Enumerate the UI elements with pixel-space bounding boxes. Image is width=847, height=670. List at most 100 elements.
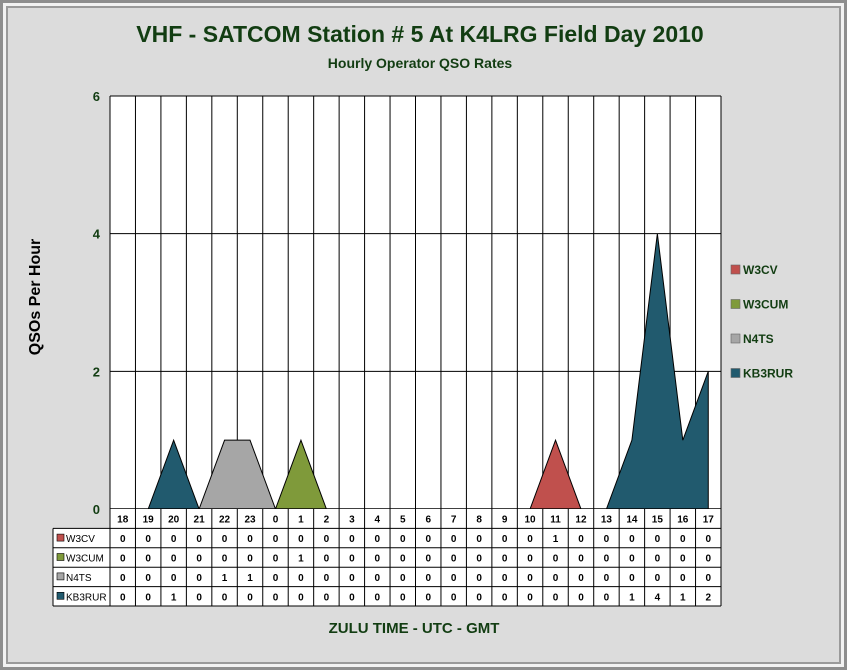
table-cell-value: 0 [222,592,228,603]
x-tick-label: 17 [703,515,715,526]
table-cell-value: 0 [298,573,304,584]
legend-item: N4TS [743,332,774,346]
table-series-swatch [56,591,65,600]
table-cell-value: 0 [171,534,177,545]
table-cell-value: 0 [527,554,533,565]
table-cell-value: 0 [705,534,711,545]
table-cell-value: 0 [145,592,151,603]
table-cell-value: 0 [502,592,508,603]
table-cell-value: 0 [145,554,151,565]
table-cell-value: 0 [527,592,533,603]
chart-title: VHF - SATCOM Station # 5 At K4LRG Field … [136,21,703,47]
table-cell-value: 0 [145,534,151,545]
table-cell-value: 0 [196,534,202,545]
legend-swatch [730,299,741,309]
table-cell-value: 0 [604,592,610,603]
legend-item: KB3RUR [743,367,793,381]
table-cell-value: 0 [400,534,406,545]
table-cell-value: 0 [349,573,355,584]
table-cell-value: 0 [425,592,431,603]
table-cell-value: 0 [451,554,457,565]
table-cell-value: 0 [196,592,202,603]
x-tick-label: 18 [117,515,129,526]
legend-swatch [730,333,741,344]
x-tick-label: 7 [451,515,457,526]
table-cell-value: 0 [629,554,635,565]
y-tick-label: 2 [93,364,100,379]
table-series-swatch [56,572,65,581]
table-cell-value: 4 [655,592,661,603]
x-tick-label: 4 [375,515,381,526]
table-cell-value: 0 [273,592,279,603]
table-cell-value: 1 [629,592,635,603]
table-cell-value: 0 [425,573,431,584]
table-cell-value: 0 [375,573,381,584]
table-series-label: W3CV [66,534,95,545]
x-tick-label: 10 [525,515,537,526]
x-tick-label: 8 [476,515,482,526]
table-series-label: N4TS [66,573,92,584]
x-tick-label: 21 [194,515,206,526]
table-cell-value: 0 [655,573,661,584]
x-tick-label: 6 [425,515,431,526]
table-cell-value: 0 [451,573,457,584]
table-cell-value: 1 [553,534,559,545]
x-tick-label: 12 [575,515,587,526]
table-series-swatch [56,553,65,561]
table-cell-value: 0 [145,573,151,584]
table-cell-value: 0 [324,554,330,565]
table-cell-value: 0 [400,554,406,565]
table-cell-value: 0 [705,573,711,584]
y-axis-label: QSOs Per Hour [27,239,44,355]
table-cell-value: 0 [324,573,330,584]
table-cell-value: 0 [120,554,126,565]
chart-subtitle: Hourly Operator QSO Rates [328,55,513,71]
table-cell-value: 0 [705,554,711,565]
table-cell-value: 0 [553,592,559,603]
table-cell-value: 1 [171,592,177,603]
table-cell-value: 0 [273,534,279,545]
x-tick-label: 23 [244,515,256,526]
table-cell-value: 0 [425,534,431,545]
legend: W3CV W3CUM N4TS KB3RUR [730,263,793,381]
table-cell-value: 0 [604,573,610,584]
data-table: 18 19 20 21 22 23 0 1 2 3 4 5 6 7 8 9 10 11 12 13 14 15 16 17W3… [52,509,722,607]
table-cell-value: 0 [629,534,635,545]
table-cell-value: 0 [553,554,559,565]
table-cell-value: 0 [247,592,253,603]
table-cell-value: 0 [349,554,355,565]
x-tick-label: 22 [219,515,231,526]
table-cell-value: 0 [222,534,228,545]
x-tick-label: 5 [400,515,406,526]
table-cell-value: 1 [247,573,253,584]
x-tick-label: 16 [677,515,689,526]
table-cell-value: 1 [222,573,228,584]
table-cell-value: 0 [578,573,584,584]
table-cell-value: 0 [120,592,126,603]
x-tick-label: 2 [324,515,330,526]
table-cell-value: 0 [171,554,177,565]
table-cell-value: 0 [476,554,482,565]
table-cell-value: 0 [476,573,482,584]
table-cell-value: 0 [349,592,355,603]
y-tick-label: 4 [93,227,101,242]
table-cell-value: 0 [502,534,508,545]
x-axis-label: ZULU TIME - UTC - GMT [329,620,500,637]
table-cell-value: 0 [298,534,304,545]
table-cell-value: 0 [120,534,126,545]
table-cell-value: 0 [400,573,406,584]
table-cell-value: 0 [400,592,406,603]
x-tick-label: 14 [626,515,638,526]
table-cell-value: 0 [527,573,533,584]
x-tick-label: 3 [349,515,355,526]
table-cell-value: 0 [527,534,533,545]
x-tick-label: 11 [550,515,561,526]
x-tick-label: 13 [601,515,613,526]
table-cell-value: 1 [680,592,686,603]
table-series-label: W3CUM [66,554,104,565]
table-cell-value: 0 [629,573,635,584]
table-cell-value: 0 [247,554,253,565]
table-cell-value: 0 [349,534,355,545]
legend-swatch [730,368,741,378]
table-series-swatch [56,533,65,542]
